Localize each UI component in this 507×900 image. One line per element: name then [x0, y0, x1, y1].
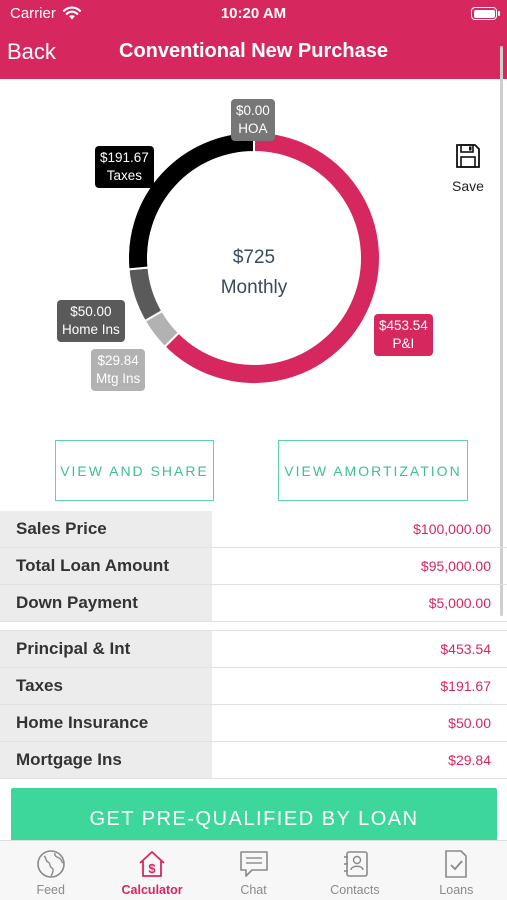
row-value: $29.84 — [448, 752, 491, 768]
tab-contacts[interactable]: Contacts — [304, 841, 405, 900]
section-divider — [0, 622, 507, 631]
view-and-share-button[interactable]: VIEW AND SHARE — [55, 440, 214, 501]
row-label: Mortgage Ins — [0, 742, 212, 778]
center-value: $725 — [233, 247, 275, 268]
carrier-label: Carrier — [10, 5, 56, 22]
save-label: Save — [452, 178, 484, 194]
summary-table: Sales Price $100,000.00 Total Loan Amoun… — [0, 511, 507, 779]
table-row: Mortgage Ins $29.84 — [0, 742, 507, 779]
row-value: $453.54 — [440, 641, 491, 657]
table-row: Sales Price $100,000.00 — [0, 511, 507, 548]
tab-feed[interactable]: Feed — [0, 841, 101, 900]
tab-bar: Feed $ Calculator Chat — [0, 840, 507, 900]
calculator-house-icon: $ — [139, 851, 165, 877]
wifi-icon — [62, 6, 82, 20]
globe-icon — [36, 850, 65, 878]
chat-icon — [239, 851, 268, 877]
slice-label-mtg-ins: $29.84 Mtg Ins — [91, 349, 146, 391]
row-value: $100,000.00 — [413, 521, 491, 537]
row-label: Home Insurance — [0, 705, 212, 741]
tab-loans[interactable]: Loans — [406, 841, 507, 900]
svg-text:$: $ — [148, 861, 156, 876]
tab-label: Calculator — [121, 883, 183, 897]
row-value: $95,000.00 — [420, 558, 491, 574]
get-pre-qualified-button[interactable]: GET PRE-QUALIFIED BY LOAN — [11, 788, 497, 846]
clock: 10:20 AM — [220, 5, 287, 22]
row-label: Taxes — [0, 668, 212, 704]
slice-label-taxes: $191.67 Taxes — [95, 146, 154, 188]
save-button[interactable]: Save — [448, 143, 488, 194]
donut-chart: $725 Monthly — [127, 130, 381, 385]
table-row: Principal & Int $453.54 — [0, 631, 507, 668]
chart-area: $725 Monthly $0.00 HOA $191.67 Taxes $50.0… — [0, 79, 507, 511]
back-button[interactable]: Back — [7, 39, 56, 64]
slice-label-home-ins: $50.00 Home Ins — [57, 300, 125, 342]
battery-icon — [471, 7, 500, 20]
row-label: Total Loan Amount — [0, 548, 212, 584]
row-value: $5,000.00 — [428, 595, 491, 611]
contacts-icon — [343, 851, 368, 877]
tab-label: Contacts — [330, 883, 380, 897]
document-check-icon — [445, 850, 468, 878]
status-bar: Carrier 10:20 AM — [0, 0, 507, 28]
page-title: Conventional New Purchase — [119, 40, 388, 62]
row-label: Sales Price — [0, 511, 212, 547]
slice-label-hoa: $0.00 HOA — [231, 99, 275, 141]
save-icon — [456, 144, 480, 168]
row-value: $50.00 — [448, 715, 491, 731]
row-value: $191.67 — [440, 678, 491, 694]
tab-label: Loans — [439, 883, 474, 897]
tab-calculator[interactable]: $ Calculator — [101, 841, 202, 900]
header: Carrier 10:20 AM Back Conventional New P… — [0, 0, 507, 79]
center-label: Monthly — [221, 277, 288, 298]
tab-label: Chat — [240, 883, 267, 897]
table-row: Taxes $191.67 — [0, 668, 507, 705]
donut-slice-home-ins — [127, 266, 164, 323]
slice-label-pi: $453.54 P&I — [374, 314, 433, 356]
row-label: Principal & Int — [0, 631, 212, 667]
view-amortization-button[interactable]: VIEW AMORTIZATION — [278, 440, 468, 501]
tab-chat[interactable]: Chat — [203, 841, 304, 900]
tab-label: Feed — [36, 883, 65, 897]
scrollbar[interactable] — [500, 46, 503, 616]
table-row: Home Insurance $50.00 — [0, 705, 507, 742]
table-row: Total Loan Amount $95,000.00 — [0, 548, 507, 585]
table-row: Down Payment $5,000.00 — [0, 585, 507, 622]
row-label: Down Payment — [0, 585, 212, 621]
